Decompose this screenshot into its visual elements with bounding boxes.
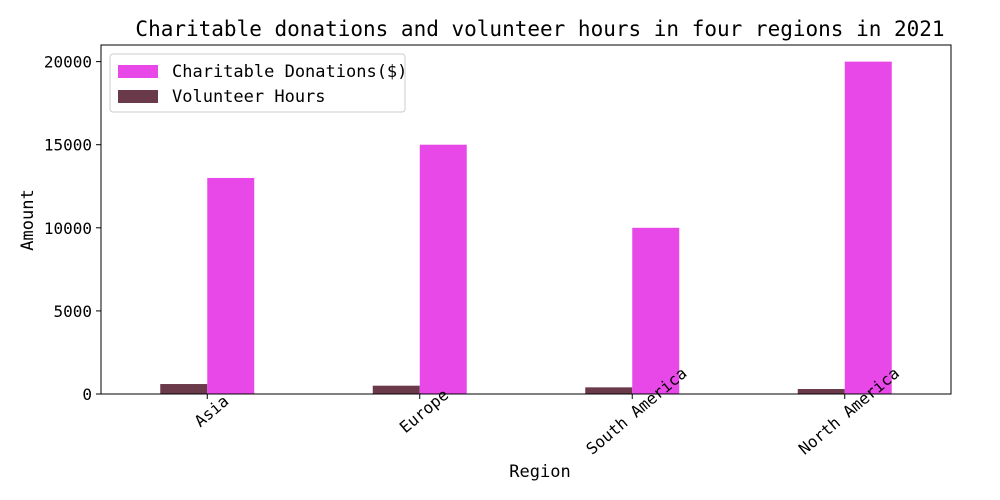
legend: Charitable Donations($) Volunteer Hours — [109, 53, 407, 113]
legend-label: Charitable Donations($) — [172, 62, 407, 82]
bar-volunteer-hours-north-america — [797, 389, 845, 394]
bar-charitable-donations--europe — [419, 144, 467, 394]
legend-label: Volunteer Hours — [172, 87, 326, 107]
bar-charitable-donations--south-america — [632, 227, 680, 394]
legend-box — [109, 53, 406, 113]
bar-volunteer-hours-europe — [372, 385, 420, 394]
chart-title: Charitable donations and volunteer hours… — [135, 17, 944, 41]
y-axis: 0 5000 10000 15000 20000 — [44, 53, 101, 404]
y-tick-label: 5000 — [53, 302, 92, 321]
x-axis: Asia Europe South America North America — [191, 363, 903, 458]
bar-volunteer-hours-asia — [160, 384, 208, 394]
bar-charitable-donations--north-america — [844, 61, 892, 394]
y-axis-label: Amount — [18, 189, 38, 250]
bar-volunteer-hours-south-america — [585, 387, 633, 394]
y-tick-label: 0 — [82, 385, 92, 404]
legend-swatch — [118, 90, 158, 103]
y-tick-label: 20000 — [44, 53, 92, 72]
legend-swatch — [118, 65, 158, 78]
x-axis-label: Region — [509, 462, 570, 482]
bar-charitable-donations--asia — [207, 177, 255, 394]
y-tick-label: 10000 — [44, 219, 92, 238]
y-tick-label: 15000 — [44, 136, 92, 155]
bars — [160, 61, 892, 394]
plot-frame — [100, 44, 952, 395]
x-tick-label: Asia — [191, 391, 233, 430]
